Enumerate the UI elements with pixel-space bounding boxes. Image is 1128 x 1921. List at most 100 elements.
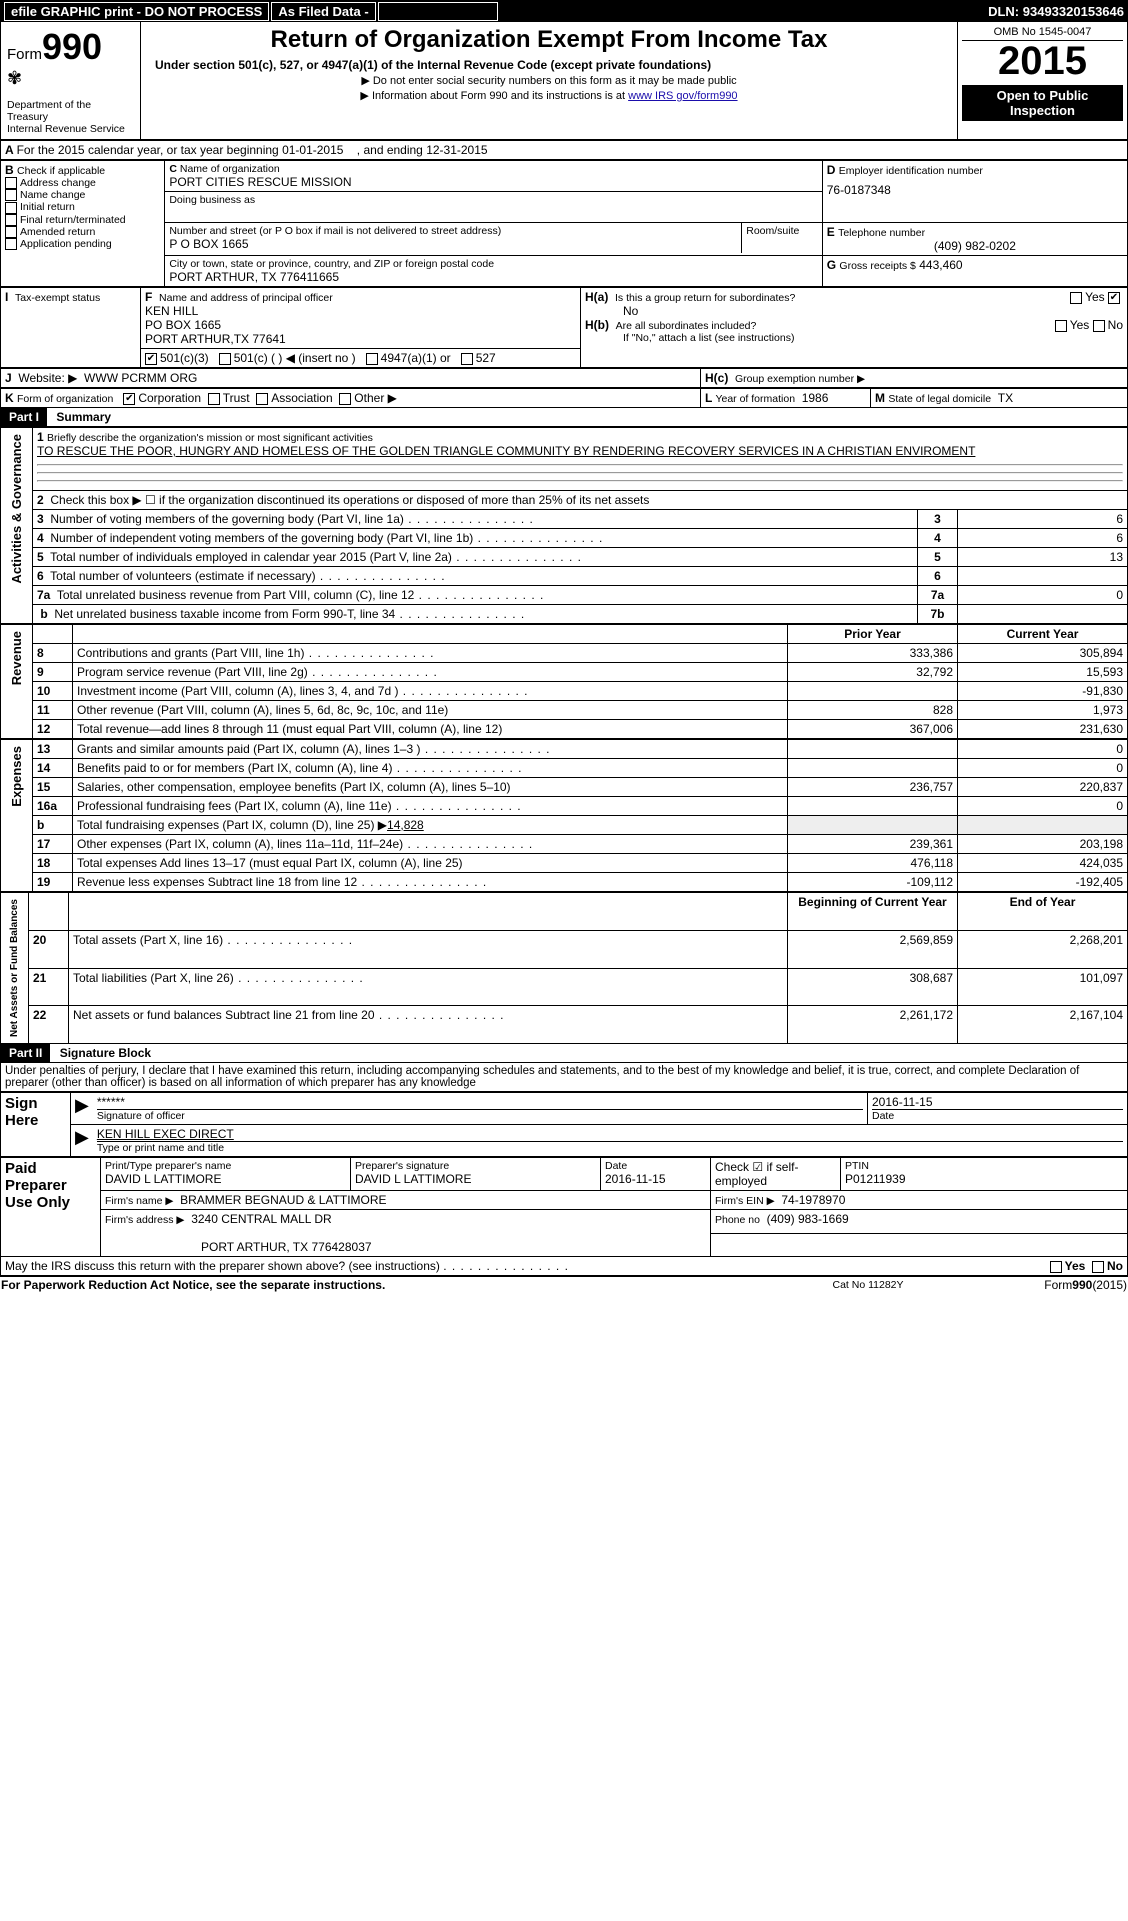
part-i-title: Summary <box>50 410 111 424</box>
part-i-header: Part I Summary <box>0 408 1128 427</box>
r14c: 0 <box>958 759 1128 778</box>
chk-4947[interactable] <box>366 353 378 365</box>
chk-trust[interactable] <box>208 393 220 405</box>
line-a: A For the 2015 calendar year, or tax yea… <box>0 140 1128 160</box>
line-a-text: For the 2015 calendar year, or tax year … <box>17 143 344 157</box>
part-i-label: Part I <box>1 408 47 426</box>
v7a: 0 <box>958 586 1128 605</box>
firm-addr-label: Firm's address ▶ <box>105 1214 185 1226</box>
m-label: State of legal domicile <box>888 393 991 405</box>
chk-address-change[interactable] <box>5 177 17 189</box>
l-label: Year of formation <box>715 393 795 405</box>
chk-501c[interactable] <box>219 353 231 365</box>
sig-date: 2016-11-15 <box>872 1095 1123 1109</box>
chk-final-return[interactable] <box>5 214 17 226</box>
chk-501c3[interactable]: ✔ <box>145 353 157 365</box>
irs-link[interactable]: www IRS gov/form990 <box>628 90 737 102</box>
officer-print-name: KEN HILL EXEC DIRECT <box>97 1127 1123 1141</box>
hdr-prior: Prior Year <box>788 625 958 644</box>
firm-ein-label: Firm's EIN ▶ <box>715 1195 775 1207</box>
chk-hb-no[interactable] <box>1093 320 1105 332</box>
hb-text: Are all subordinates included? <box>616 320 757 332</box>
f-h-block: I Tax-exempt status F Name and address o… <box>0 287 1128 368</box>
chk-527[interactable] <box>461 353 473 365</box>
dln-label: DLN: <box>988 4 1019 19</box>
l1-label: Briefly describe the organization's miss… <box>47 432 373 444</box>
chk-corp[interactable]: ✔ <box>123 393 135 405</box>
sidebar-activities: Activities & Governance <box>5 430 28 588</box>
sig-label: Signature of officer <box>97 1109 863 1122</box>
hb-note: If "No," attach a list (see instructions… <box>585 332 1123 344</box>
sidebar-revenue: Revenue <box>5 627 28 689</box>
prep-sig-label: Preparer's signature <box>355 1160 596 1172</box>
officer-print-label: Type or print name and title <box>97 1141 1123 1154</box>
paid-label: Paid Preparer Use Only <box>1 1158 101 1257</box>
r8c: 305,894 <box>958 644 1128 663</box>
entity-block: B Check if applicable Address change Nam… <box>0 160 1128 287</box>
i-label: Tax-exempt status <box>15 292 100 304</box>
phone: (409) 982-0202 <box>827 239 1123 253</box>
dln-value: 93493320153646 <box>1023 4 1124 19</box>
subtitle: Under section 501(c), 527, or 4947(a)(1)… <box>149 58 949 72</box>
r12p: 367,006 <box>788 720 958 739</box>
efile-label: efile GRAPHIC print - DO NOT PROCESS <box>4 2 269 21</box>
cat-no: Cat No 11282Y <box>768 1277 968 1293</box>
hdr-end: End of Year <box>958 893 1128 931</box>
dept-label: Department of the Treasury <box>7 99 134 123</box>
part-ii-header: Part II Signature Block <box>0 1044 1128 1063</box>
domicile: TX <box>998 391 1013 405</box>
chk-discuss-no[interactable] <box>1092 1261 1104 1273</box>
r14p <box>788 759 958 778</box>
street-label: Number and street (or P O box if mail is… <box>169 225 737 237</box>
chk-hb-yes[interactable] <box>1055 320 1067 332</box>
room-label: Room/suite <box>746 225 818 237</box>
r18p: 476,118 <box>788 854 958 873</box>
prep-date-label: Date <box>605 1160 706 1172</box>
hc-text: Group exemption number ▶ <box>735 373 865 385</box>
dba-label: Doing business as <box>169 194 817 206</box>
street: P O BOX 1665 <box>169 237 737 251</box>
prep-name: DAVID L LATTIMORE <box>105 1172 346 1186</box>
v6 <box>958 567 1128 586</box>
r13p <box>788 740 958 759</box>
chk-amended-return[interactable] <box>5 226 17 238</box>
l5-text: Total number of individuals employed in … <box>50 550 452 564</box>
j-hc-block: J Website: ▶ WWW PCRMM ORG H(c) Group ex… <box>0 368 1128 388</box>
prep-name-label: Print/Type preparer's name <box>105 1160 346 1172</box>
chk-discuss-yes[interactable] <box>1050 1261 1062 1273</box>
chk-name-change[interactable] <box>5 189 17 201</box>
chk-ha-no[interactable]: ✔ <box>1108 292 1120 304</box>
chk-application-pending[interactable] <box>5 238 17 250</box>
chk-initial-return[interactable] <box>5 202 17 214</box>
k-l-m-block: K Form of organization ✔Corporation Trus… <box>0 388 1128 408</box>
c-name-label: Name of organization <box>180 163 280 175</box>
firm-ein: 74-1978970 <box>781 1193 845 1207</box>
paid-preparer-block: Paid Preparer Use Only Print/Type prepar… <box>0 1157 1128 1257</box>
part-ii-label: Part II <box>1 1044 50 1062</box>
pra-notice: For Paperwork Reduction Act Notice, see … <box>0 1277 768 1293</box>
firm-phone: (409) 983-1669 <box>767 1212 849 1226</box>
chk-ha-yes[interactable] <box>1070 292 1082 304</box>
sign-here-label: Sign Here <box>1 1093 71 1157</box>
hdr-beg: Beginning of Current Year <box>788 893 958 931</box>
footer-form-num: 990 <box>1072 1278 1092 1292</box>
r13c: 0 <box>958 740 1128 759</box>
chk-other[interactable] <box>339 393 351 405</box>
form-header: Form990 ✾ Department of the Treasury Int… <box>0 22 1128 140</box>
r12c: 231,630 <box>958 720 1128 739</box>
firm-name-label: Firm's name ▶ <box>105 1195 173 1207</box>
ha-text: Is this a group return for subordinates? <box>615 292 795 304</box>
chk-assoc[interactable] <box>256 393 268 405</box>
hdr-current: Current Year <box>958 625 1128 644</box>
b-title: Check if applicable <box>17 165 105 177</box>
r16ac: 0 <box>958 797 1128 816</box>
l2-text: Check this box ▶ ☐ if the organization d… <box>50 493 649 507</box>
r22p: 2,261,172 <box>788 1006 958 1044</box>
firm-addr1: 3240 CENTRAL MALL DR <box>191 1212 332 1226</box>
arrow-line-1: ▶ Do not enter social security numbers o… <box>149 74 949 87</box>
v5: 13 <box>958 548 1128 567</box>
ptin: P01211939 <box>845 1172 1123 1186</box>
r17p: 239,361 <box>788 835 958 854</box>
footer-discuss: May the IRS discuss this return with the… <box>0 1257 1128 1277</box>
g-label: Gross receipts $ <box>839 260 915 272</box>
